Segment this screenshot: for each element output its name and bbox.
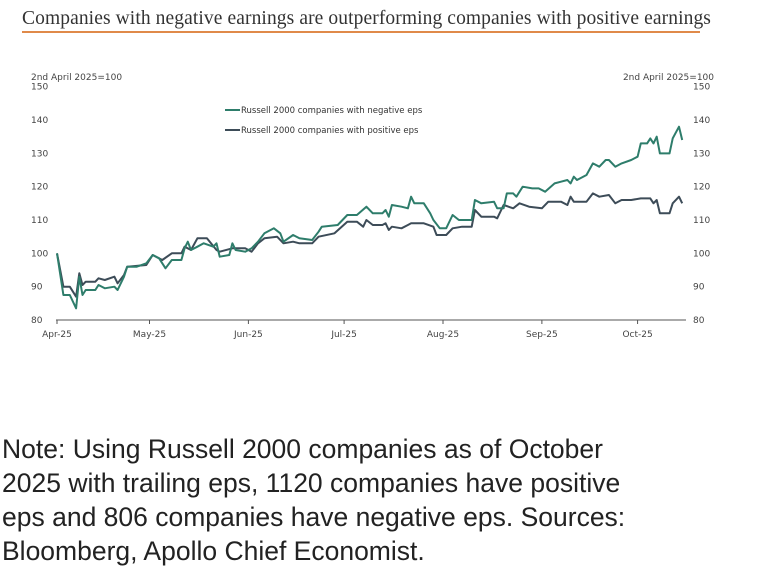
y-tick-label-left: 120: [31, 183, 48, 193]
y-tick-label-right: 80: [693, 316, 705, 326]
note-line: 2025 with trailing eps, 1120 companies h…: [2, 468, 621, 498]
x-tick-label: Jun-25: [233, 330, 263, 340]
note-text: Note: Using Russell 2000 companies as of…: [2, 432, 625, 568]
x-tick-label: Apr-25: [42, 330, 72, 340]
y-tick-label-left: 150: [31, 83, 48, 93]
title-underline: [22, 31, 700, 33]
y-tick-label-right: 120: [693, 183, 710, 193]
y-tick-label-left: 110: [31, 216, 48, 226]
y-tick-label-right: 130: [693, 149, 710, 159]
x-tick-label: Sep-25: [526, 330, 558, 340]
y-tick-label-right: 110: [693, 216, 710, 226]
y-tick-label-left: 100: [31, 249, 48, 259]
y-tick-label-left: 140: [31, 116, 48, 126]
legend: Russell 2000 companies with negative eps…: [225, 106, 423, 136]
note-line: Note: Using Russell 2000 companies as of…: [2, 434, 603, 464]
x-tick-label: May-25: [133, 330, 166, 340]
y-tick-label-right: 100: [693, 249, 710, 259]
left-axis-label: 2nd April 2025=100: [31, 73, 122, 83]
legend-label-positive: Russell 2000 companies with positive eps: [241, 126, 419, 136]
y-tick-label-right: 140: [693, 116, 710, 126]
note-line: eps and 806 companies have negative eps.…: [2, 502, 626, 532]
series-line-negative-eps: [56, 125, 684, 310]
chart-title: Companies with negative earnings are out…: [22, 8, 711, 29]
y-tick-label-left: 90: [31, 283, 43, 293]
right-axis-label: 2nd April 2025=100: [623, 73, 714, 83]
x-tick-label: Jul-25: [330, 330, 357, 340]
x-tick-label: Oct-25: [622, 330, 652, 340]
line-chart: 2nd April 2025=100 2nd April 2025=100 80…: [31, 73, 714, 340]
y-tick-label-right: 90: [693, 283, 705, 293]
y-tick-label-right: 150: [693, 83, 710, 93]
note-line: Bloomberg, Apollo Chief Economist.: [2, 536, 425, 566]
x-tick-label: Aug-25: [427, 330, 459, 340]
legend-label-negative: Russell 2000 companies with negative eps: [241, 106, 423, 116]
y-tick-label-left: 80: [31, 316, 43, 326]
y-tick-label-left: 130: [31, 149, 48, 159]
